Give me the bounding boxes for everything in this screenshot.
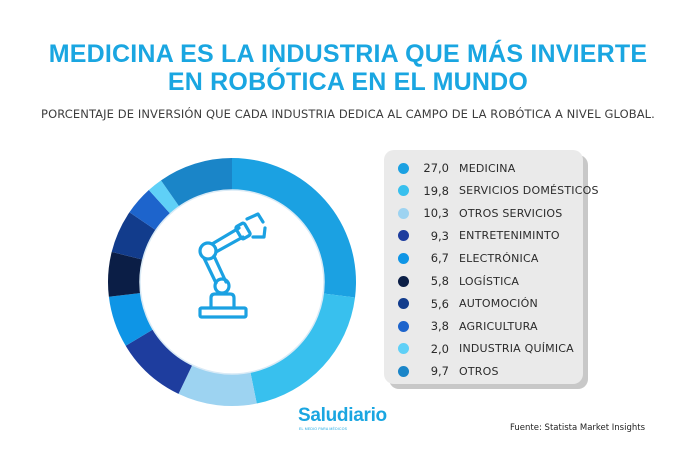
legend-item: 5,8 LOGÍSTICA xyxy=(398,271,519,291)
legend-item: 5,6 AUTOMOCIÓN xyxy=(398,294,538,314)
donut-slice-9 xyxy=(148,180,180,214)
donut-chart xyxy=(108,158,356,406)
legend-label: MEDICINA xyxy=(459,161,516,175)
legend-swatch xyxy=(398,162,409,174)
legend-swatch xyxy=(398,252,409,264)
legend-item: 9,3 ENTRETENIMINTO xyxy=(398,226,560,246)
legend-item: 9,7 OTROS xyxy=(398,361,499,381)
legend-item: 19,8 SERVICIOS DOMÉSTICOS xyxy=(398,181,599,201)
legend-swatch xyxy=(398,298,409,310)
legend-value: 19,8 xyxy=(423,183,449,198)
legend-label: INDUSTRIA QUÍMICA xyxy=(459,342,574,356)
legend-value: 2,0 xyxy=(430,341,449,356)
legend-swatch xyxy=(398,230,409,242)
legend-swatch xyxy=(398,343,409,355)
legend-swatch xyxy=(398,365,409,377)
legend-value: 10,3 xyxy=(423,206,449,221)
donut-slice-3 xyxy=(178,364,257,406)
legend-label: OTROS xyxy=(459,364,499,378)
legend-label: OTROS SERVICIOS xyxy=(459,206,563,220)
legend-label: SERVICIOS DOMÉSTICOS xyxy=(459,184,599,198)
donut-center xyxy=(139,189,325,375)
legend-value: 5,8 xyxy=(430,274,449,288)
chart-title: MEDICINA ES LA INDUSTRIA QUE MÁS INVIERT… xyxy=(0,40,696,96)
legend-value: 27,0 xyxy=(423,161,449,175)
legend-label: LOGÍSTICA xyxy=(459,274,520,288)
legend-label: AUTOMOCIÓN xyxy=(459,297,538,311)
legend-label: ENTRETENIMINTO xyxy=(459,229,560,243)
donut-slice-2 xyxy=(250,293,356,404)
legend-value: 5,6 xyxy=(430,296,449,311)
title-line-2: EN ROBÓTICA EN EL MUNDO xyxy=(167,68,529,96)
legend-swatch xyxy=(398,275,409,287)
legend-swatch xyxy=(398,320,409,332)
chart-subtitle: PORCENTAJE DE INVERSIÓN QUE CADA INDUSTR… xyxy=(41,107,655,121)
brand-logo: Saludiario xyxy=(298,405,387,426)
legend-value: 9,7 xyxy=(430,364,449,379)
legend-swatch xyxy=(398,207,409,219)
legend-item: 10,3 OTROS SERVICIOS xyxy=(398,203,562,223)
source-note: Fuente: Statista Market Insights xyxy=(510,423,646,433)
brand-tagline: EL MEDIO PARA MÉDICOS xyxy=(299,427,348,431)
legend-value: 6,7 xyxy=(430,251,449,266)
donut-slice-6 xyxy=(108,251,143,297)
donut-slices xyxy=(108,158,356,406)
legend-item: 6,7 ELECTRÓNICA xyxy=(398,248,539,268)
donut-slice-7 xyxy=(111,212,156,260)
legend-item: 3,8 AGRICULTURA xyxy=(398,316,538,336)
donut-slice-5 xyxy=(108,292,154,346)
legend-value: 3,8 xyxy=(430,319,449,334)
robotic-arm-icon xyxy=(198,212,267,319)
title-line-1: MEDICINA ES LA INDUSTRIA QUE MÁS INVIERT… xyxy=(48,40,648,68)
donut-slice-8 xyxy=(129,190,171,231)
chart-legend: 27,0 MEDICINA 19,8 SERVICIOS DOMÉSTICOS 10,3… xyxy=(384,150,598,384)
legend-swatch xyxy=(398,185,409,197)
legend-label: AGRICULTURA xyxy=(459,319,538,333)
donut-slice-4 xyxy=(125,329,193,394)
donut-slice-1 xyxy=(232,158,356,298)
legend-label: ELECTRÓNICA xyxy=(459,251,539,265)
legend-value: 9,3 xyxy=(430,228,449,243)
legend-item: 27,0 MEDICINA xyxy=(398,158,515,178)
legend-item: 2,0 INDUSTRIA QUÍMICA xyxy=(398,339,574,359)
donut-slice-10 xyxy=(161,158,232,207)
